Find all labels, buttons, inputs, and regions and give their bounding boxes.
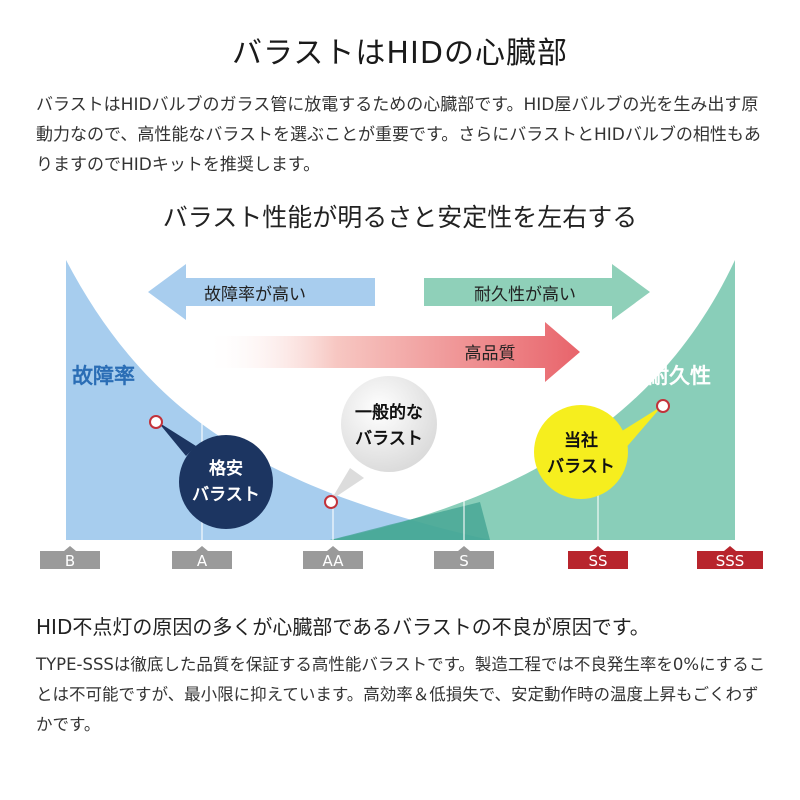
general-ballast-text: 一般的なバラスト	[355, 402, 423, 449]
cheap-marker	[149, 415, 163, 429]
durability-area	[330, 260, 735, 540]
grade-label-sss: SSS	[716, 552, 745, 570]
grade-tab-b	[40, 546, 100, 569]
ballast-performance-diagram: 故障率が高い 耐久性が高い 高品質 故障率 耐久性 格安バラスト 一般的なバラス…	[40, 260, 763, 570]
grade-tab-ss	[568, 546, 628, 569]
general-ballast-bubble	[341, 376, 437, 472]
high-durability-arrow: 耐久性が高い	[424, 264, 650, 320]
page-title: バラストはHIDの心臓部	[232, 36, 568, 71]
diagram-heading: バラスト性能が明るさと安定性を左右する	[162, 203, 638, 232]
general-ballast-callout: 一般的なバラスト	[324, 376, 437, 509]
cheap-ballast-callout: 格安バラスト	[149, 415, 273, 529]
bottom-paragraph: TYPE-SSSは徹底した品質を保証する高性能バラストです。製造工程では不良発生…	[36, 655, 766, 734]
bottom-heading: HID不点灯の原因の多くが心臓部であるバラストの不良が原因です。	[36, 615, 650, 639]
grade-label-aa: AA	[323, 552, 345, 570]
grade-tab-sss	[697, 546, 763, 569]
grade-label-b: B	[65, 552, 75, 570]
our-marker	[656, 399, 670, 413]
cheap-ballast-text: 格安バラスト	[192, 458, 260, 505]
our-ballast-bubble	[534, 405, 628, 499]
cheap-ballast-bubble	[179, 435, 273, 529]
high-failure-label: 故障率が高い	[204, 285, 306, 305]
grade-label-a: A	[197, 552, 208, 570]
high-quality-arrow: 高品質	[205, 322, 580, 382]
high-failure-arrow: 故障率が高い	[148, 264, 375, 320]
intro-paragraph: バラストはHIDバルブのガラス管に放電するための心臓部です。HID屋バルブの光を…	[36, 95, 761, 175]
grade-tab-a	[172, 546, 232, 569]
grade-label-s: S	[459, 552, 469, 570]
grade-tab-s	[434, 546, 494, 569]
high-durability-label: 耐久性が高い	[474, 285, 576, 305]
our-ballast-callout: 当社バラスト	[534, 399, 670, 499]
overlap-area	[330, 502, 490, 540]
grade-scale: B A AA S SS SSS	[40, 546, 763, 570]
grade-tab-aa	[303, 546, 363, 569]
grade-label-ss: SS	[588, 552, 607, 570]
our-ballast-text: 当社バラスト	[547, 430, 615, 477]
general-marker	[324, 495, 338, 509]
durability-label: 耐久性	[648, 364, 711, 388]
failure-rate-area	[66, 260, 490, 540]
high-quality-label: 高品質	[465, 344, 516, 364]
failure-rate-label: 故障率	[72, 364, 135, 388]
